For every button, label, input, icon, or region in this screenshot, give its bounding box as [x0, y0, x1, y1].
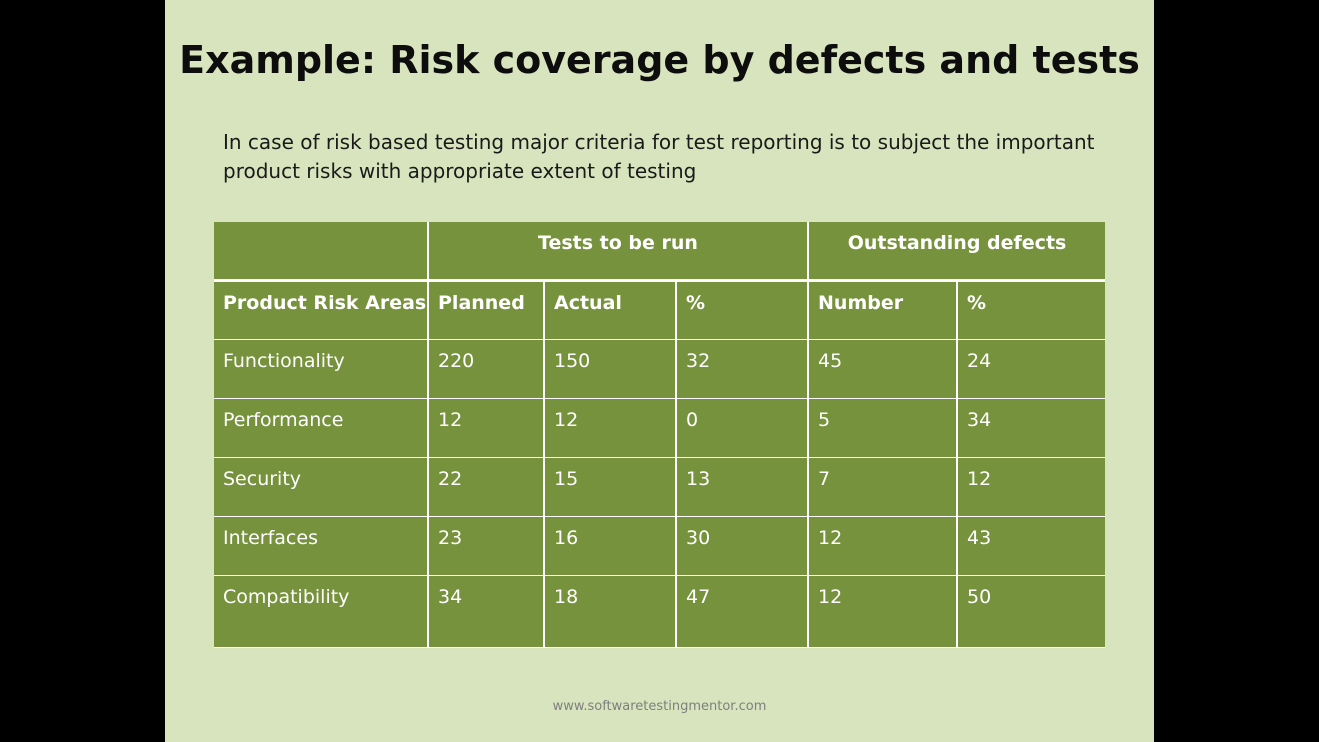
- table-cell: 12: [807, 516, 959, 576]
- table-cell: Functionality: [214, 339, 429, 399]
- table-cell: 34: [956, 398, 1106, 458]
- table-row: Compatibility 34 18 47 12 50: [214, 575, 1106, 648]
- table-cell: 12: [956, 457, 1106, 517]
- table-cell: 30: [674, 516, 810, 576]
- table-cell: Compatibility: [214, 575, 429, 648]
- table-cell: Interfaces: [214, 516, 429, 576]
- table-cell: 16: [543, 516, 677, 576]
- table-cell: 22: [427, 457, 545, 517]
- table-cell: 43: [956, 516, 1106, 576]
- table-cell: 24: [956, 339, 1106, 399]
- slide: Example: Risk coverage by defects and te…: [165, 0, 1154, 742]
- intro-text: In case of risk based testing major crit…: [223, 130, 1095, 183]
- risk-coverage-table: Tests to be run Outstanding defects Prod…: [214, 222, 1106, 648]
- table-cell: 220: [427, 339, 545, 399]
- column-header-number: Number: [807, 280, 959, 340]
- table-row: Interfaces 23 16 30 12 43: [214, 516, 1106, 576]
- group-header-empty: [214, 222, 429, 282]
- table-cell: 0: [674, 398, 810, 458]
- footer-url: www.softwaretestingmentor.com: [552, 699, 767, 714]
- table-cell: Performance: [214, 398, 429, 458]
- table-cell: 15: [543, 457, 677, 517]
- column-header-defects-percent: %: [956, 280, 1106, 340]
- table-cell: 23: [427, 516, 545, 576]
- table-row: Performance 12 12 0 5 34: [214, 398, 1106, 458]
- table-cell: 12: [543, 398, 677, 458]
- table-group-header-row: Tests to be run Outstanding defects: [214, 222, 1106, 282]
- table-cell: 45: [807, 339, 959, 399]
- column-header-tests-percent: %: [674, 280, 810, 340]
- table-cell: 5: [807, 398, 959, 458]
- column-header-risk-areas: Product Risk Areas: [214, 280, 429, 340]
- table-cell: 12: [427, 398, 545, 458]
- table-row: Security 22 15 13 7 12: [214, 457, 1106, 517]
- table-cell: Security: [214, 457, 429, 517]
- table-cell: 32: [674, 339, 810, 399]
- column-header-actual: Actual: [543, 280, 677, 340]
- table-cell: 47: [674, 575, 810, 648]
- table-cell: 150: [543, 339, 677, 399]
- table-cell: 7: [807, 457, 959, 517]
- column-header-planned: Planned: [427, 280, 545, 340]
- table-cell: 12: [807, 575, 959, 648]
- slide-title: Example: Risk coverage by defects and te…: [179, 38, 1140, 82]
- group-header-defects: Outstanding defects: [807, 222, 1106, 282]
- table-cell: 13: [674, 457, 810, 517]
- table-cell: 18: [543, 575, 677, 648]
- group-header-tests: Tests to be run: [426, 222, 810, 282]
- table-cell: 50: [956, 575, 1106, 648]
- table-row: Functionality 220 150 32 45 24: [214, 339, 1106, 399]
- table-cell: 34: [427, 575, 545, 648]
- table-header-row: Product Risk Areas Planned Actual % Numb…: [214, 280, 1106, 340]
